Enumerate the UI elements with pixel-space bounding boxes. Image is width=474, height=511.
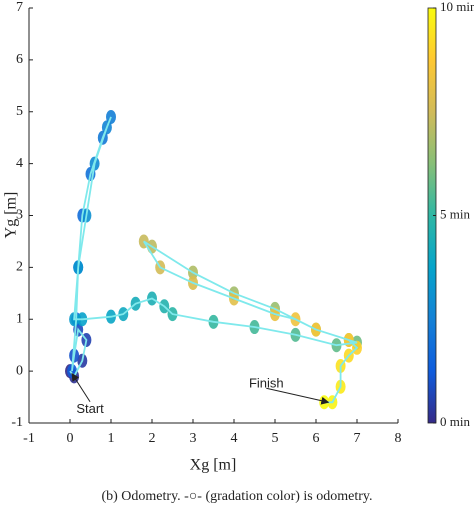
- y-axis-label: Yg [m]: [3, 192, 20, 239]
- annotation-arrow: [266, 387, 330, 405]
- x-tick-label: 2: [149, 431, 156, 446]
- y-tick-label: 4: [16, 156, 23, 171]
- y-tick-label: 6: [16, 52, 23, 67]
- x-tick-label: -1: [23, 431, 35, 446]
- y-tick-label: 0: [16, 363, 23, 378]
- x-tick-label: 5: [272, 431, 279, 446]
- x-tick-label: 8: [395, 431, 402, 446]
- y-tick-label: 7: [16, 0, 23, 15]
- odometry-line: [69, 116, 359, 404]
- x-tick-label: 4: [231, 431, 238, 446]
- y-tick-label: 3: [16, 208, 23, 223]
- annotation-label: Finish: [249, 376, 284, 391]
- y-tick-label: 5: [16, 104, 23, 119]
- x-tick-label: 6: [313, 431, 320, 446]
- colorbar-tick-label: 0 min: [440, 414, 470, 429]
- colorbar-tick-label: 10 min: [440, 0, 474, 14]
- x-tick-label: 7: [354, 431, 361, 446]
- annotation-label: Start: [76, 401, 104, 416]
- x-tick-label: 1: [108, 431, 115, 446]
- colorbar-tick-label: 5 min: [440, 206, 470, 221]
- annotation-arrow: [71, 372, 91, 402]
- x-tick-label: 3: [190, 431, 197, 446]
- y-tick-label: 1: [16, 311, 23, 326]
- x-tick-label: 0: [67, 431, 74, 446]
- y-tick-label: 2: [16, 260, 23, 275]
- y-tick-label: -1: [11, 415, 23, 430]
- trajectory: [65, 109, 362, 410]
- x-axis-label: Xg [m]: [190, 457, 237, 474]
- caption: (b) Odometry. -○- (gradation color) is o…: [101, 489, 372, 504]
